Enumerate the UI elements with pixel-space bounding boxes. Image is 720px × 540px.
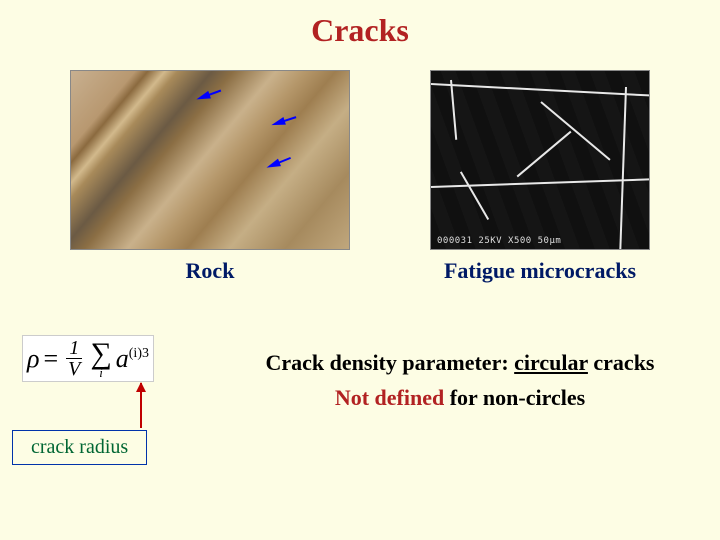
formula-eq: =	[43, 344, 58, 374]
density-formula: ρ = 1 V ∑ i a(i)3	[22, 335, 154, 382]
crack-arrow-icon	[265, 159, 281, 172]
crack-radius-label: crack radius	[12, 430, 147, 465]
desc-line-1: Crack density parameter: circular cracks	[220, 345, 700, 380]
description-block: Crack density parameter: circular cracks…	[220, 345, 700, 415]
formula-term: a(i)3	[116, 344, 149, 374]
frac-num: 1	[66, 338, 82, 359]
formula-block: ρ = 1 V ∑ i a(i)3	[22, 335, 182, 382]
rock-image	[70, 70, 350, 250]
sem-scale-label: 000031 25KV X500 50µm	[437, 236, 561, 246]
term-sup: (i)3	[129, 346, 149, 361]
sigma-icon: ∑	[90, 339, 111, 369]
desc-1b: circular	[514, 350, 588, 375]
sum-index: i	[99, 366, 103, 379]
term-base: a	[116, 344, 129, 373]
frac-den: V	[65, 359, 83, 379]
desc-2a: Not defined	[335, 385, 444, 410]
desc-2b: for non-circles	[444, 385, 585, 410]
desc-1c: cracks	[588, 350, 655, 375]
desc-1a: Crack density parameter:	[266, 350, 515, 375]
crack-arrow-icon	[270, 117, 286, 129]
formula-sum: ∑ i	[90, 339, 111, 379]
formula-lhs: ρ	[27, 344, 39, 374]
figure-row: Rock 000031 25KV X500 50µm Fatigue micro…	[0, 70, 720, 284]
microcrack-image: 000031 25KV X500 50µm	[430, 70, 650, 250]
desc-line-2: Not defined for non-circles	[220, 380, 700, 415]
figure-rock: Rock	[70, 70, 350, 284]
rock-caption: Rock	[186, 258, 235, 284]
slide-title: Cracks	[0, 12, 720, 49]
figure-microcracks: 000031 25KV X500 50µm Fatigue microcrack…	[430, 70, 650, 284]
crack-arrow-icon	[195, 91, 211, 103]
formula-fraction: 1 V	[65, 338, 83, 379]
microcrack-caption: Fatigue microcracks	[444, 258, 636, 284]
annotation-arrow-icon	[140, 383, 142, 428]
